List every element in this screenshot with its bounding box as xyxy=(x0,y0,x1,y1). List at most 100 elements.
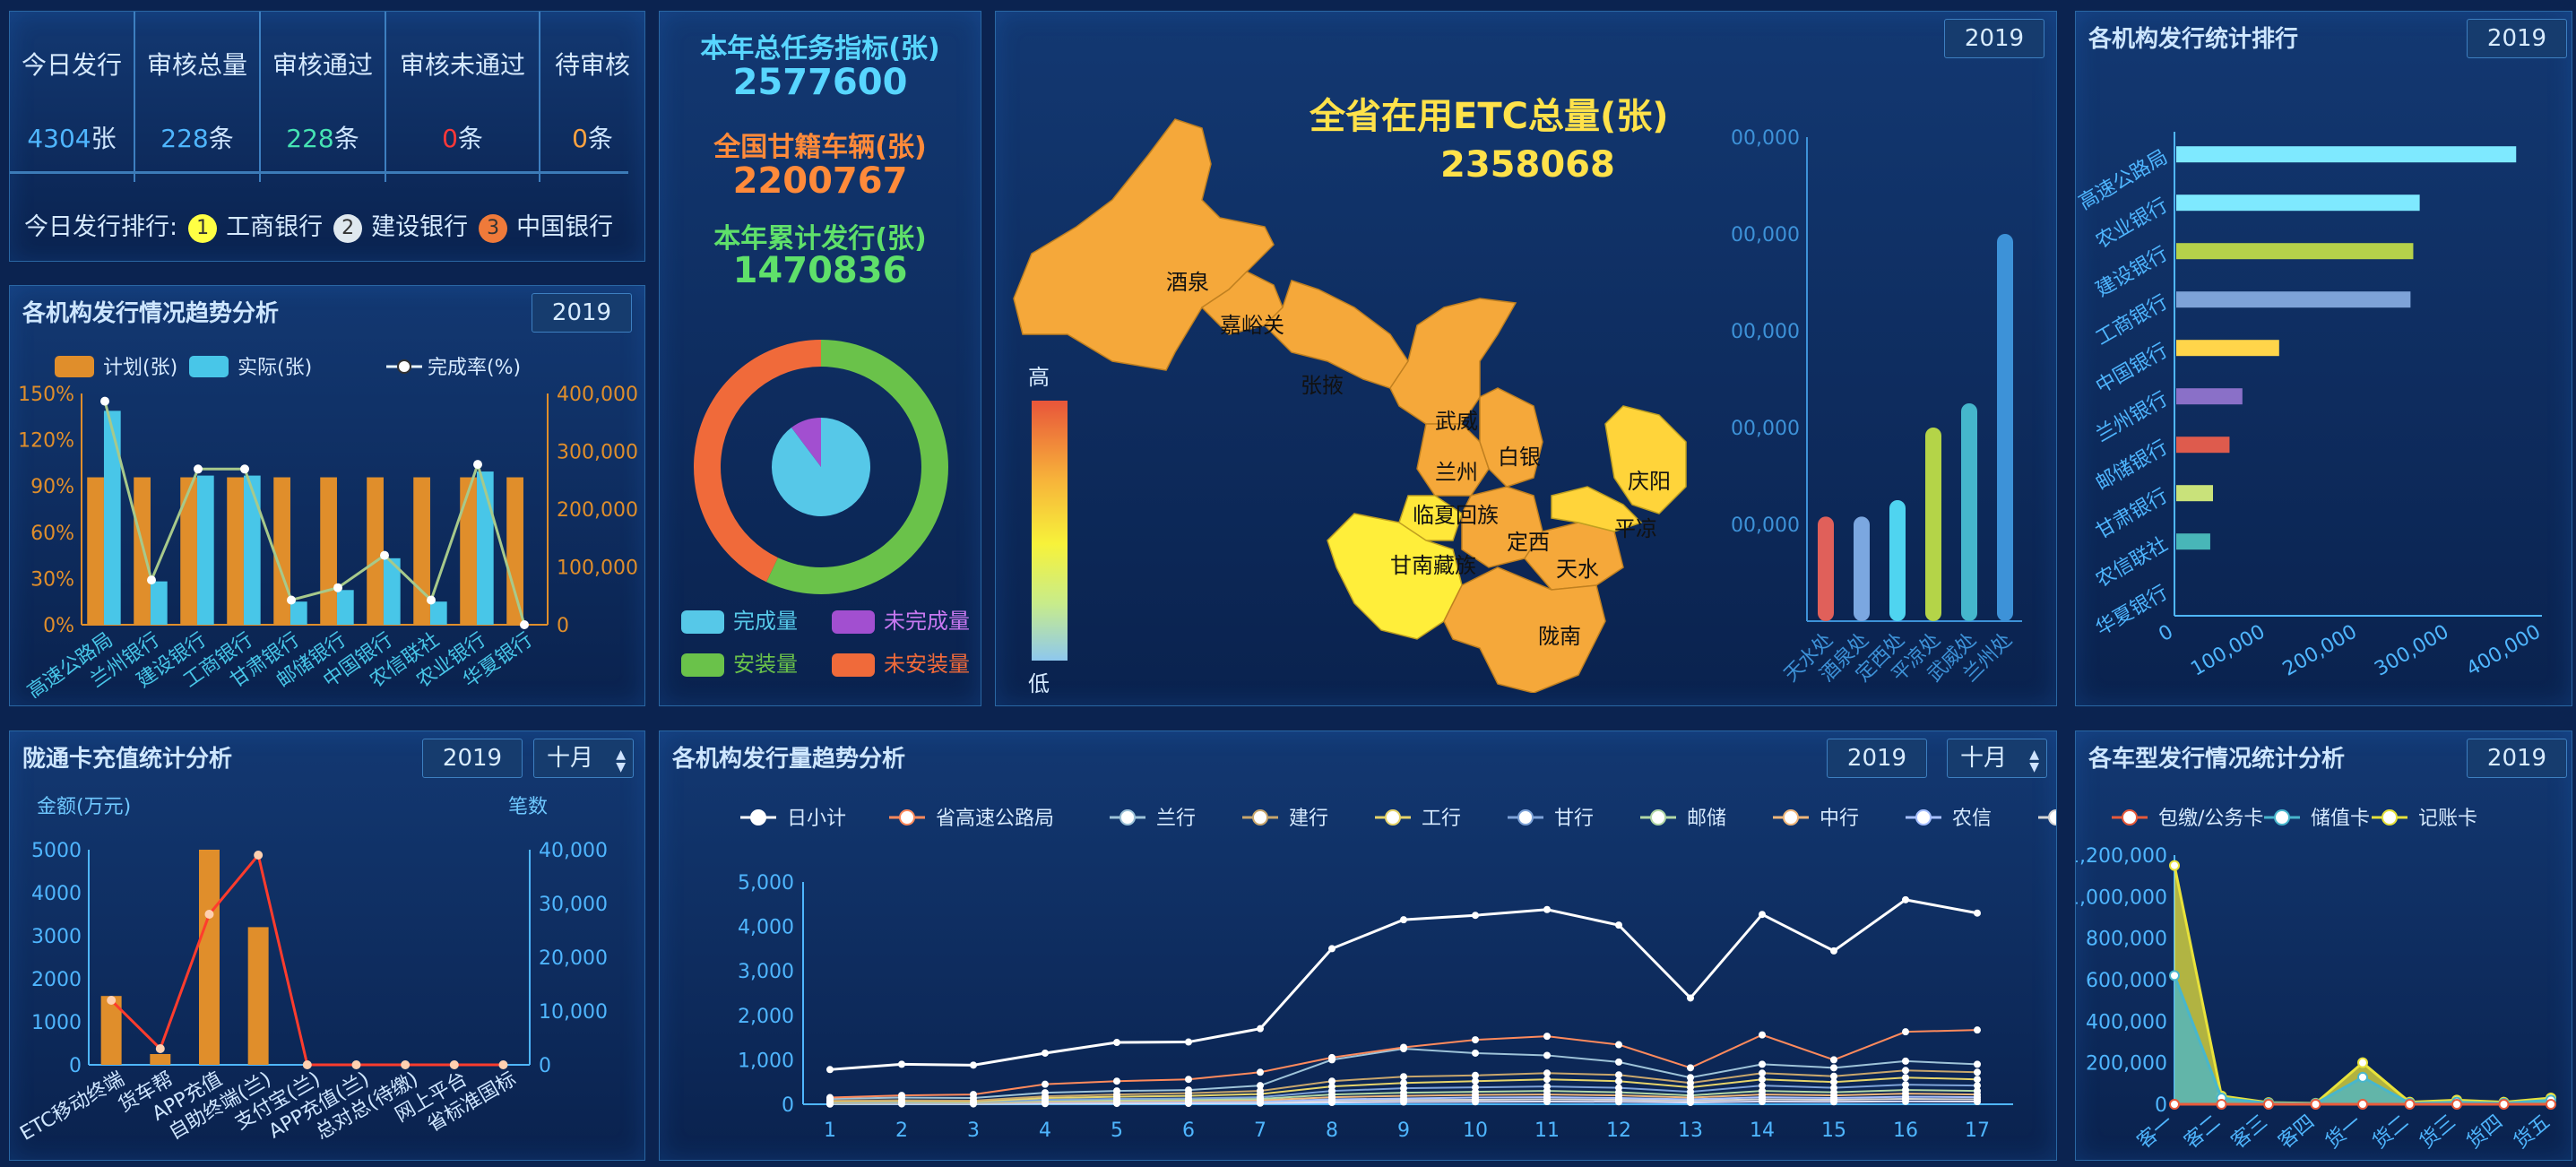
y-tick-label: 150% xyxy=(18,384,74,406)
year-select[interactable]: 2019 xyxy=(2467,19,2567,58)
rank-bar xyxy=(2176,340,2279,357)
stats-divider xyxy=(10,171,628,174)
region-baiyin[interactable] xyxy=(1479,387,1543,488)
legend-label: 中行 xyxy=(1820,808,1859,830)
y-tick-label: 120% xyxy=(18,430,74,453)
series-point xyxy=(1257,1087,1264,1095)
rank-badge-1: 1 xyxy=(188,213,218,243)
region-jiayuguan[interactable] xyxy=(1200,271,1284,335)
series-point xyxy=(1974,1026,1981,1034)
series-point xyxy=(1113,1077,1120,1085)
legend-item-uninstalled: 未安装量 xyxy=(832,646,970,678)
x-tick-label: 2 xyxy=(895,1119,908,1142)
gansu-value: 2200767 xyxy=(732,160,908,202)
region-qingyang[interactable] xyxy=(1604,405,1687,514)
year-select[interactable]: 2019 xyxy=(532,293,632,333)
x-tick-label: 1 xyxy=(824,1119,836,1142)
rank-name: 工商银行 xyxy=(226,213,324,241)
x-tick-label: 客二 xyxy=(2181,1111,2226,1153)
region-label: 定西 xyxy=(1507,530,1550,555)
year-select[interactable]: 2019 xyxy=(422,739,523,778)
series-point xyxy=(970,1091,977,1099)
plan-bar xyxy=(87,477,104,625)
count-point xyxy=(351,1060,361,1069)
series-point xyxy=(1185,1038,1192,1046)
series-point xyxy=(2216,1099,2227,1110)
y-tick-label: 1,200,000 xyxy=(2076,845,2167,868)
month-value: 十月 xyxy=(1960,745,2008,772)
series-point xyxy=(1759,1087,1766,1095)
series-point xyxy=(1687,1064,1694,1072)
legend-label: 兰行 xyxy=(1156,808,1196,830)
region-label: 酒泉 xyxy=(1166,270,1209,295)
x-tick-label: 货二 xyxy=(2369,1111,2414,1153)
gansu-label: 全国甘籍车辆(张) xyxy=(713,132,927,163)
region-zhangye[interactable] xyxy=(1263,280,1409,389)
legend-label: 省高速公路局 xyxy=(936,808,1054,830)
rate-point xyxy=(194,464,203,474)
legend-label: 储值卡 xyxy=(2311,808,2370,830)
x-tick-label: 0 xyxy=(2155,621,2177,647)
today-stats-panel: 今日发行 4304张 审核总量 228条 审核通过 228条 审核未通过 0条 … xyxy=(9,11,645,262)
series-point xyxy=(1400,1079,1407,1087)
stat-value: 0 xyxy=(442,124,458,153)
x-tick-label: 货一 xyxy=(2321,1111,2366,1153)
region-longnan[interactable] xyxy=(1443,566,1606,693)
series-point xyxy=(2451,1099,2462,1110)
rank-bar xyxy=(2176,437,2230,454)
x-tick-label: 货四 xyxy=(2463,1111,2508,1153)
series-point xyxy=(2263,1099,2274,1110)
rate-point xyxy=(100,396,109,406)
series-point xyxy=(1543,1069,1551,1077)
map-panel: 2019 全省在用ETC总量(张) 2358068 高 低 酒泉 嘉峪关 张掖 xyxy=(995,11,2057,706)
series-point xyxy=(2169,860,2180,871)
year-select[interactable]: 2019 xyxy=(1827,739,1927,778)
series-point xyxy=(1830,1056,1837,1064)
series-area xyxy=(2174,975,2551,1104)
rate-point xyxy=(147,575,156,585)
legend-swatch xyxy=(1783,809,1799,826)
region-label: 嘉峪关 xyxy=(1220,313,1284,338)
series-point xyxy=(1615,1071,1622,1079)
region-lanzhou[interactable] xyxy=(1416,423,1490,497)
stat-value: 228 xyxy=(286,124,334,153)
series-point xyxy=(1328,1083,1336,1091)
stat-cell-total: 审核总量 228条 xyxy=(135,12,261,182)
region-label: 庆阳 xyxy=(1628,469,1671,494)
y-tick-label: 0 xyxy=(2155,1094,2167,1117)
region-pingliang[interactable] xyxy=(1551,486,1643,532)
rate-point xyxy=(287,595,296,605)
region-label: 临夏回族 xyxy=(1413,503,1499,528)
region-bar xyxy=(1925,428,1941,621)
month-select[interactable]: 十月 ▲ ▼ xyxy=(1947,739,2047,778)
stat-cell-passed: 审核通过 228条 xyxy=(261,12,386,182)
series-point xyxy=(2357,1099,2368,1110)
count-point xyxy=(449,1060,459,1069)
actual-bar xyxy=(243,475,261,625)
task-label: 本年总任务指标(张) xyxy=(700,33,940,65)
series-point xyxy=(1472,1071,1479,1079)
rate-point xyxy=(473,460,482,470)
series-point xyxy=(1974,1076,1981,1084)
series-point xyxy=(826,1066,834,1074)
series-point xyxy=(1902,1057,1909,1065)
legend-swatch xyxy=(899,809,915,826)
region-bar xyxy=(1889,500,1906,621)
scale-high-label: 高 xyxy=(1028,365,1050,390)
series-point xyxy=(1902,1081,1909,1089)
month-select[interactable]: 十月 ▲ ▼ xyxy=(533,739,634,778)
y-tick-label: 3000 xyxy=(31,926,82,948)
x-tick-label: 11 xyxy=(1534,1119,1560,1142)
rank-name: 中国银行 xyxy=(516,213,614,241)
card-recharge-chart: 0 1000 2000 3000 4000 5000 0 10,000 20,000 30,000… xyxy=(16,840,608,1145)
region-jiuquan[interactable] xyxy=(1013,118,1275,371)
series-point xyxy=(1615,1077,1622,1085)
year-select[interactable]: 2019 xyxy=(2467,739,2567,778)
region-gannan[interactable] xyxy=(1327,513,1463,640)
y-tick-label: 2000 xyxy=(31,969,82,991)
map-total: 2358068 xyxy=(1440,144,1615,186)
region-label: 陇南 xyxy=(1538,624,1581,649)
stat-unit: 条 xyxy=(333,124,359,153)
legend-label: 包缴/公务卡 xyxy=(2158,808,2263,830)
year-select[interactable]: 2019 xyxy=(1944,19,2044,58)
